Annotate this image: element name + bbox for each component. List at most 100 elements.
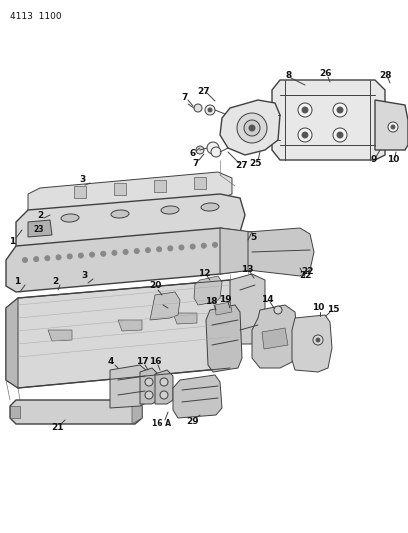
Polygon shape (154, 180, 166, 192)
Text: 7: 7 (193, 158, 199, 167)
Text: 27: 27 (236, 160, 248, 169)
Polygon shape (252, 305, 298, 368)
Circle shape (145, 378, 153, 386)
Circle shape (22, 257, 27, 262)
Polygon shape (375, 100, 408, 150)
Polygon shape (155, 370, 173, 404)
Polygon shape (272, 80, 385, 160)
Ellipse shape (161, 206, 179, 214)
Polygon shape (215, 302, 232, 315)
Text: 20: 20 (149, 281, 161, 290)
Circle shape (333, 103, 347, 117)
Polygon shape (10, 400, 142, 424)
Ellipse shape (201, 203, 219, 211)
Polygon shape (28, 220, 52, 237)
Text: 7: 7 (182, 93, 188, 101)
Circle shape (211, 147, 221, 157)
Text: 16 A: 16 A (153, 418, 171, 427)
Polygon shape (292, 315, 332, 372)
Circle shape (67, 254, 72, 259)
Polygon shape (220, 228, 252, 274)
Text: 16: 16 (149, 358, 161, 367)
Text: 3: 3 (79, 174, 85, 183)
Circle shape (337, 132, 343, 138)
Circle shape (145, 248, 151, 253)
Circle shape (160, 378, 168, 386)
Polygon shape (6, 228, 252, 292)
Circle shape (34, 256, 39, 262)
Ellipse shape (61, 214, 79, 222)
Text: 5: 5 (250, 232, 256, 241)
Circle shape (249, 125, 255, 131)
Text: 25: 25 (250, 158, 262, 167)
Polygon shape (206, 305, 242, 372)
Circle shape (274, 306, 282, 314)
Text: 10: 10 (312, 303, 324, 312)
Text: 23: 23 (34, 224, 44, 233)
Circle shape (298, 128, 312, 142)
Text: 22: 22 (302, 266, 314, 276)
Circle shape (302, 132, 308, 138)
Circle shape (45, 256, 50, 261)
Ellipse shape (111, 210, 129, 218)
Circle shape (207, 142, 219, 154)
Text: 15: 15 (327, 304, 339, 313)
Circle shape (205, 105, 215, 115)
Text: 13: 13 (241, 264, 253, 273)
Circle shape (237, 113, 267, 143)
Circle shape (337, 107, 343, 113)
Circle shape (213, 243, 217, 247)
Circle shape (244, 120, 260, 136)
Circle shape (145, 391, 153, 399)
Circle shape (388, 122, 398, 132)
Circle shape (134, 248, 139, 254)
Text: 18: 18 (205, 297, 217, 306)
Circle shape (160, 391, 168, 399)
Circle shape (298, 103, 312, 117)
Circle shape (316, 338, 320, 342)
Circle shape (196, 146, 204, 154)
Text: 2: 2 (37, 211, 43, 220)
Polygon shape (194, 177, 206, 189)
Text: 19: 19 (219, 295, 231, 303)
Polygon shape (173, 375, 222, 418)
Circle shape (190, 244, 195, 249)
Polygon shape (16, 194, 245, 252)
Polygon shape (118, 320, 142, 331)
Circle shape (302, 107, 308, 113)
Circle shape (391, 125, 395, 129)
Circle shape (101, 251, 106, 256)
Text: 4: 4 (108, 358, 114, 367)
Text: 10: 10 (387, 156, 399, 165)
Circle shape (157, 247, 162, 252)
Circle shape (123, 249, 128, 254)
Polygon shape (6, 280, 244, 388)
Text: 6: 6 (190, 149, 196, 158)
Circle shape (208, 108, 212, 112)
Text: 26: 26 (320, 69, 332, 78)
Text: 22: 22 (299, 271, 311, 279)
Polygon shape (6, 298, 18, 388)
Circle shape (112, 251, 117, 255)
Text: 17: 17 (136, 358, 149, 367)
Polygon shape (114, 183, 126, 195)
Polygon shape (194, 276, 222, 305)
Circle shape (56, 255, 61, 260)
Polygon shape (173, 313, 197, 324)
Circle shape (194, 104, 202, 112)
Text: 14: 14 (261, 295, 273, 303)
Polygon shape (140, 368, 158, 404)
Text: 1: 1 (14, 278, 20, 287)
Polygon shape (28, 172, 232, 216)
Text: 3: 3 (81, 271, 87, 280)
Polygon shape (230, 274, 265, 344)
Polygon shape (248, 228, 314, 276)
Text: 8: 8 (286, 71, 292, 80)
Text: 28: 28 (380, 70, 392, 79)
Polygon shape (220, 100, 280, 155)
Polygon shape (74, 186, 86, 198)
Polygon shape (10, 406, 20, 418)
Circle shape (201, 243, 206, 248)
Polygon shape (262, 328, 288, 349)
Circle shape (90, 252, 95, 257)
